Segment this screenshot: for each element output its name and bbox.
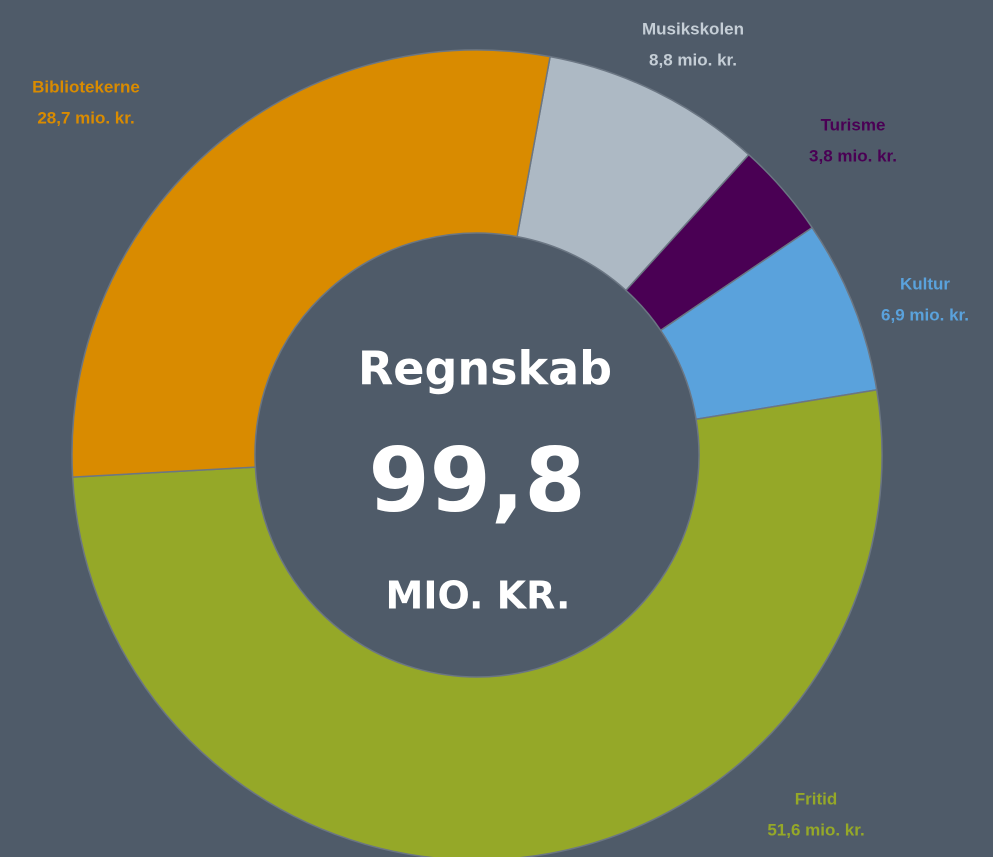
slice-value-label: 3,8 mio. kr. <box>809 146 897 165</box>
slice <box>71 388 883 857</box>
slices <box>71 49 883 857</box>
slice-name: Kultur <box>900 274 950 293</box>
slice-name: Bibliotekerne <box>32 77 140 96</box>
slice-value-label: 6,9 mio. kr. <box>881 305 969 324</box>
slice-name: Turisme <box>821 115 886 134</box>
slice-name: Musikskolen <box>642 19 744 38</box>
slice <box>71 49 551 478</box>
center-value: 99,8 <box>368 429 585 532</box>
slice-value-label: 28,7 mio. kr. <box>37 108 134 127</box>
slice-value-label: 51,6 mio. kr. <box>767 820 864 839</box>
slice-value-label: 8,8 mio. kr. <box>649 50 737 69</box>
center-title: Regnskab <box>358 342 612 396</box>
center-unit: MIO. KR. <box>386 574 571 618</box>
slice-name: Fritid <box>795 789 838 808</box>
